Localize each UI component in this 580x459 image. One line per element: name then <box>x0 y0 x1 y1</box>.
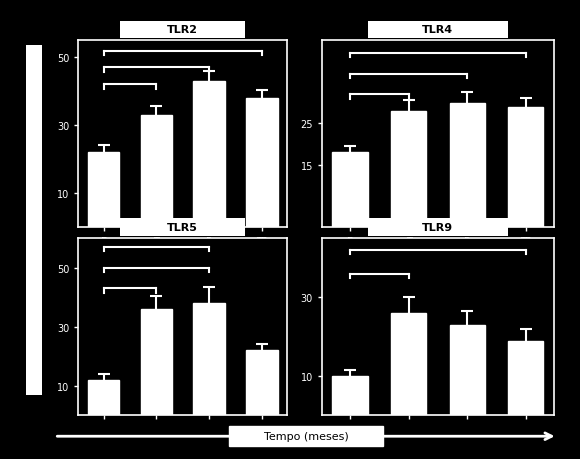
Bar <box>391 112 426 227</box>
Text: TLR2: TLR2 <box>167 25 198 35</box>
Bar <box>508 341 543 415</box>
Bar <box>391 313 426 415</box>
Bar <box>88 380 119 415</box>
Text: TLR4: TLR4 <box>422 25 454 35</box>
Bar <box>246 99 278 227</box>
Bar <box>140 309 172 415</box>
Bar <box>88 153 119 227</box>
Text: TLR5: TLR5 <box>167 223 198 233</box>
Text: TLR9: TLR9 <box>422 223 454 233</box>
Bar <box>140 116 172 227</box>
Bar <box>450 325 485 415</box>
Bar <box>450 103 485 227</box>
Bar <box>508 107 543 227</box>
Bar <box>332 153 368 227</box>
FancyBboxPatch shape <box>229 426 383 446</box>
Text: Tempo (meses): Tempo (meses) <box>263 431 349 441</box>
Bar <box>332 376 368 415</box>
Bar <box>193 303 225 415</box>
Bar <box>193 82 225 227</box>
Bar <box>246 351 278 415</box>
